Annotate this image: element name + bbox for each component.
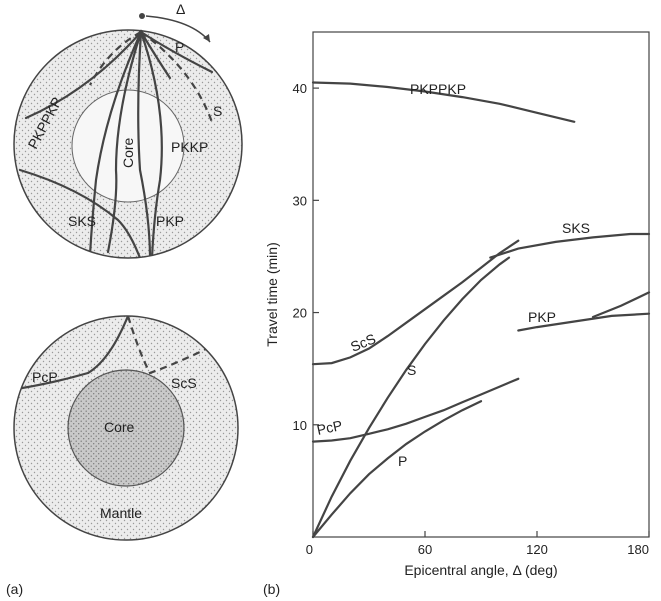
ray-pkppkp-upper xyxy=(24,30,143,120)
y-tick-label: 30 xyxy=(293,193,307,208)
y-tick-label: 40 xyxy=(293,81,307,96)
y-axis-title: Travel time (min) xyxy=(264,242,280,347)
ray-pkkp xyxy=(139,30,163,258)
label-s-top: S xyxy=(213,103,222,119)
earth-diagram-bottom: PcP ScS Core Mantle xyxy=(13,315,239,541)
ray-core-left xyxy=(106,30,143,254)
x-axis-ticks: 0 60 120 180 xyxy=(306,531,650,557)
label-core-top: Core xyxy=(120,137,136,168)
curve-label-pcp: PcP xyxy=(315,417,343,438)
x-tick-label: 120 xyxy=(526,542,548,557)
series-line-pkppkp xyxy=(311,81,576,123)
label-mantle: Mantle xyxy=(100,505,142,521)
y-tick-label: 10 xyxy=(293,418,307,433)
ray-s xyxy=(140,31,215,126)
delta-label: Δ xyxy=(176,1,185,17)
ray-p xyxy=(139,30,214,74)
label-core-bottom: Core xyxy=(104,419,135,435)
curve-labels: PKPPKP SKS ScS S PcP P PKP xyxy=(315,81,590,469)
panel-label-a: (a) xyxy=(6,581,23,597)
label-sks-top: SKS xyxy=(68,213,96,229)
curve-label-sks: SKS xyxy=(562,220,590,236)
curve-label-s: S xyxy=(407,362,416,378)
source-point-top xyxy=(138,29,144,35)
ray-pkp xyxy=(137,30,152,258)
curve-label-p: P xyxy=(398,453,407,469)
label-pkkp: PKKP xyxy=(171,139,208,155)
label-scs-bottom: ScS xyxy=(171,375,197,391)
curve-label-pkppkp: PKPPKP xyxy=(410,81,466,97)
core-circle-top xyxy=(71,89,185,203)
label-pcp-bottom: PcP xyxy=(32,369,58,385)
delta-arrow-head xyxy=(203,34,210,42)
y-axis-ticks: 10 20 30 40 xyxy=(293,81,319,433)
plot-frame xyxy=(312,31,650,538)
x-tick-label: 0 xyxy=(306,542,313,557)
x-axis-title: Epicentral angle, Δ (deg) xyxy=(404,562,557,578)
ray-scs xyxy=(126,316,209,375)
series-line-scs xyxy=(311,239,520,366)
series-line-s xyxy=(311,256,511,539)
series-line-p xyxy=(311,400,483,539)
ray-dashed-upper xyxy=(89,31,142,86)
core-circle-bottom xyxy=(67,369,185,487)
series-line-pkp xyxy=(517,312,651,332)
ray-pcp xyxy=(14,316,130,392)
ray-short xyxy=(139,30,172,80)
curve-label-pkp: PKP xyxy=(528,309,556,325)
series-line-branch-7 xyxy=(591,291,651,319)
travel-time-chart: 0 60 120 180 10 20 30 40 Epicentral angle, Δ (… xyxy=(264,31,651,578)
x-tick-label: 180 xyxy=(627,542,649,557)
x-tick-label: 60 xyxy=(418,542,432,557)
panel-label-b: (b) xyxy=(263,581,280,597)
epicenter-dot xyxy=(139,13,145,19)
curve-label-scs: ScS xyxy=(348,330,378,354)
series-line-sks xyxy=(489,232,651,259)
series-layer xyxy=(311,81,651,539)
ray-sks xyxy=(88,30,143,257)
label-pkp-top: PKP xyxy=(156,213,184,229)
y-tick-label: 20 xyxy=(293,306,307,321)
series-line-pcp xyxy=(311,377,520,443)
label-p-top: P xyxy=(175,39,184,55)
earth-diagram-top: Δ P S PKPPKP Core PKKP SKS PKP xyxy=(13,1,243,259)
